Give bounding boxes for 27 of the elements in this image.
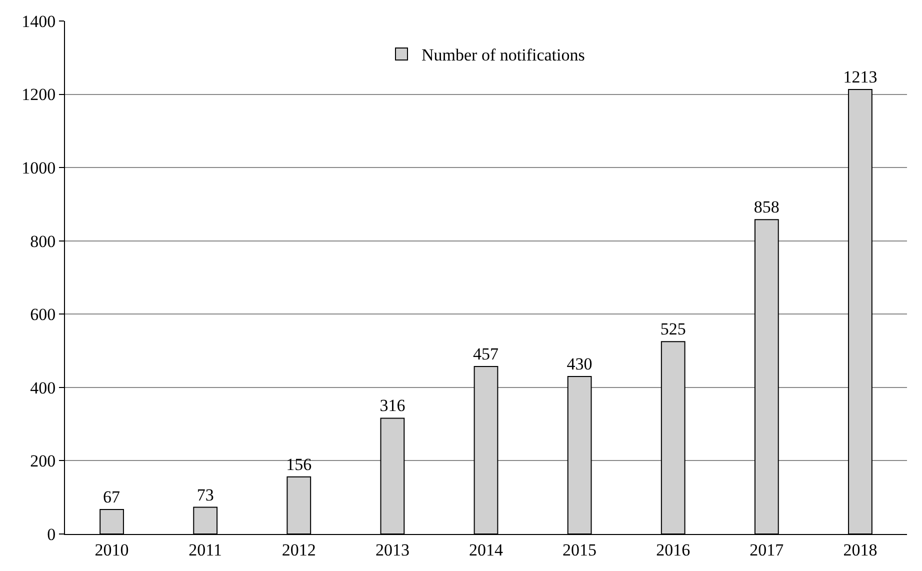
y-tick-label: 0 [47,524,56,544]
x-tick-label: 2011 [188,540,222,560]
y-tick-label: 800 [30,232,56,251]
data-label: 316 [380,396,406,416]
x-tick-label: 2013 [375,540,410,560]
y-tick-label: 1200 [22,85,56,104]
data-label: 1213 [843,68,878,87]
x-tick-label: 2012 [282,540,316,560]
y-tick-label: 1400 [22,12,56,31]
data-label: 67 [103,487,121,506]
y-tick-label: 1000 [22,158,56,178]
data-label: 156 [286,454,312,474]
x-tick-label: 2010 [94,540,129,560]
x-tick-label: 2018 [843,540,878,560]
x-tick-label: 2014 [469,540,504,560]
y-tick-label: 600 [30,305,56,324]
data-label: 73 [196,485,214,504]
data-label: 430 [566,354,592,374]
x-tick-label: 2017 [750,540,784,560]
y-tick-label: 200 [30,452,56,471]
legend-label: Number of notifications [422,46,585,65]
data-label: 525 [660,320,686,339]
data-label: 457 [473,344,499,364]
y-tick-label: 400 [30,378,56,398]
x-tick-label: 2016 [656,540,690,560]
data-label: 858 [754,198,780,217]
x-tick-label: 2015 [562,540,597,560]
